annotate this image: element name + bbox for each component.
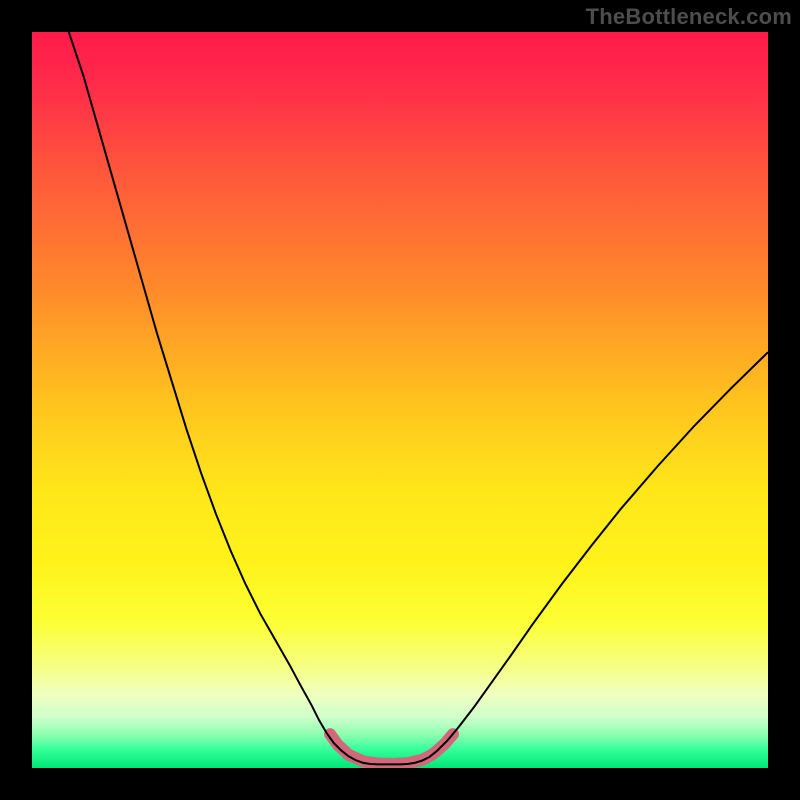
chart-frame: TheBottleneck.com — [0, 0, 800, 800]
watermark-text: TheBottleneck.com — [586, 4, 792, 30]
gradient-background — [32, 32, 768, 768]
bottleneck-curve-chart — [32, 32, 768, 768]
plot-area — [32, 32, 768, 768]
